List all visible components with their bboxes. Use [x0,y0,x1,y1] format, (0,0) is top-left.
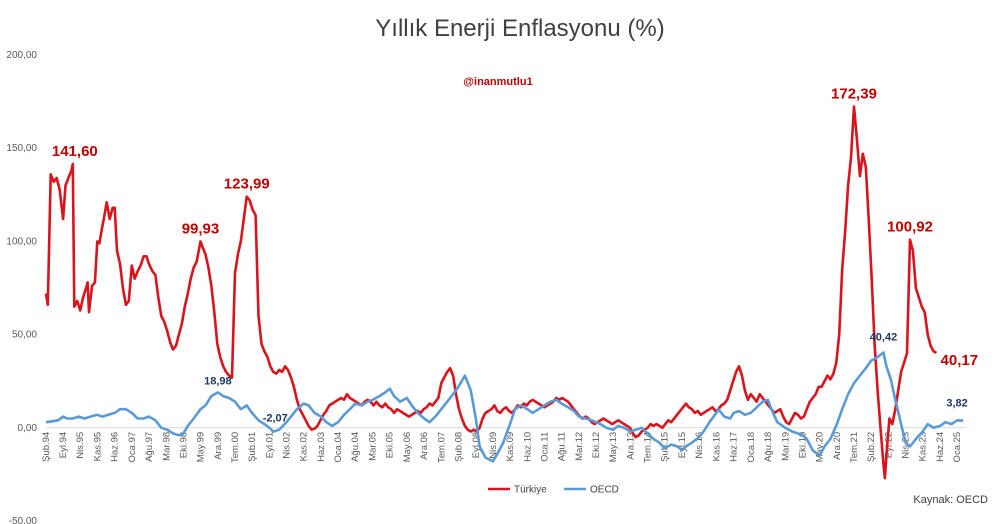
x-tick-label: Eki.19 [797,432,808,458]
data-label: 40,17 [941,352,979,369]
x-tick-label: Haz.10 [522,432,533,462]
x-tick-label: Mar.98 [161,432,172,461]
legend-label: Türkiye [514,485,547,496]
y-tick-label: 50,00 [12,330,37,341]
data-label: 99,93 [182,221,220,238]
x-tick-label: Ara.20 [832,432,843,460]
x-tick-label: Nis.02 [282,432,293,459]
data-label: 141,60 [52,143,98,160]
x-tick-label: Haz.17 [729,432,740,462]
x-tick-label: May.06 [402,432,413,462]
x-tick-label: Tem.07 [436,432,447,463]
source-note: Kaynak: OECD [913,494,988,506]
series-line-t-rkiye [44,105,938,480]
x-tick-label: Eyl.08 [471,432,482,458]
x-tick-label: Şub.22 [866,432,877,462]
x-tick-label: Oca.97 [127,432,138,463]
legend: Türkiye OECD [488,485,619,496]
x-tick-label: May.20 [814,432,825,462]
x-tick-label: Mar.05 [368,432,379,461]
y-tick-label: 150,00 [6,143,37,154]
x-tick-label: Eyl.01 [264,432,275,458]
x-tick-label: Oca.11 [539,432,550,462]
legend-label: OECD [590,485,619,496]
x-tick-label: Haz.03 [316,432,327,462]
x-axis: Şub.94 Eyl.94 Nis.95 Kas.95 Haz.96 Oca.97 Ağu.… [41,432,963,463]
x-tick-label: Ağu.04 [350,432,361,462]
x-tick-label: Eyl.94 [58,432,69,458]
data-label: 172,39 [831,85,877,102]
data-label: 40,42 [870,331,898,343]
x-tick-label: Kas.23 [918,432,929,462]
data-labels: 141,60 99,93 123,99 172,39 100,92 40,17 18,98 -… [52,85,978,424]
y-tick-label: -50,00 [9,516,38,524]
y-tick-label: 100,00 [6,236,37,247]
x-tick-label: Nis.09 [488,432,499,459]
x-tick-label: Ağu.11 [557,432,568,461]
chart-title: Yıllık Enerji Enflasyonu (%) [375,15,664,42]
x-tick-label: Eki.98 [178,432,189,458]
data-label: 123,99 [224,176,270,193]
x-tick-label: Oca.18 [746,432,757,463]
x-tick-label: Ara.06 [419,432,430,460]
x-tick-label: Oca.25 [952,432,963,463]
series-line-oecd [45,351,964,463]
x-tick-label: Ara.99 [213,432,224,460]
x-tick-label: Şub.01 [247,432,258,462]
x-tick-label: Şub.94 [41,432,52,462]
x-tick-label: Ağu.18 [763,432,774,462]
x-tick-label: Tem.14 [643,432,654,463]
data-label: 18,98 [204,375,232,387]
x-tick-label: Oca.04 [333,432,344,463]
x-tick-label: Ağu.97 [144,432,155,462]
x-tick-label: Eki.05 [385,432,396,458]
x-tick-label: Mar.12 [574,432,585,461]
x-tick-label: Kas.02 [299,432,310,462]
x-tick-label: Eyl.15 [677,432,688,458]
x-tick-label: Ara.13 [626,432,637,460]
x-tick-label: Kas.95 [92,432,103,462]
y-tick-label: 0,00 [18,423,38,434]
y-tick-label: 200,00 [6,50,37,61]
x-tick-label: Nis.16 [694,432,705,459]
x-tick-label: Mar.19 [780,432,791,461]
x-tick-label: May.99 [195,432,206,462]
x-tick-label: Eki.12 [591,432,602,458]
data-label: 3,82 [946,398,967,410]
x-tick-label: Kas.09 [505,432,516,462]
data-label: 100,92 [887,219,933,236]
x-tick-label: Tem.21 [849,432,860,463]
series-lines [44,105,964,480]
x-tick-label: Eyl.22 [883,432,894,458]
x-tick-label: Haz.24 [935,432,946,462]
y-axis: -50,00 0,00 50,00 100,00 150,00 200,00 [6,50,37,524]
x-tick-label: Tem.00 [230,432,241,463]
x-tick-label: Kas.16 [711,432,722,462]
data-label: -2,07 [263,413,288,425]
x-tick-label: Nis.95 [75,432,86,459]
author-handle: @inanmutlu1 [463,76,532,88]
x-tick-label: Nis.23 [901,432,912,459]
x-tick-label: Haz.96 [110,432,121,462]
x-tick-label: Şub.08 [453,432,464,462]
x-tick-label: May.13 [608,432,619,462]
